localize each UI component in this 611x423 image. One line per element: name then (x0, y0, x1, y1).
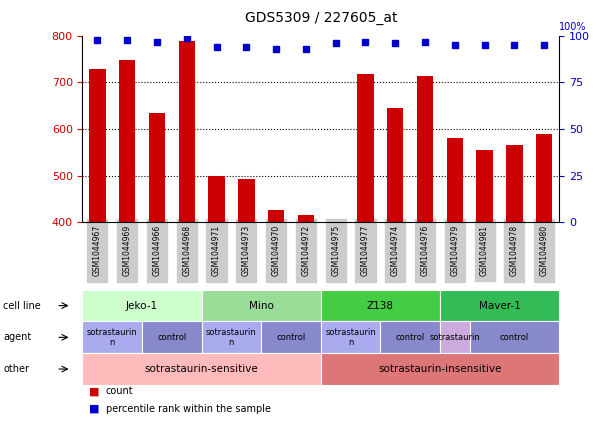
Bar (268, 211, 284, 222)
Text: Mino: Mino (249, 301, 274, 310)
Bar (89, 69, 106, 222)
Text: ■: ■ (89, 404, 99, 414)
Bar (298, 215, 314, 222)
Text: agent: agent (3, 332, 31, 342)
Text: Z138: Z138 (367, 301, 394, 310)
Bar (208, 176, 225, 222)
Text: sotrastaurin
n: sotrastaurin n (325, 328, 376, 347)
Text: other: other (3, 364, 29, 374)
Bar (148, 113, 165, 222)
Text: Jeko-1: Jeko-1 (126, 301, 158, 310)
Text: sotrastaurin-insensitive: sotrastaurin-insensitive (378, 364, 502, 374)
Bar (447, 138, 463, 222)
Text: control: control (276, 333, 306, 342)
Bar (178, 41, 195, 222)
Text: sotrastaurin
n: sotrastaurin n (206, 328, 257, 347)
Text: ■: ■ (89, 386, 99, 396)
Text: control: control (500, 333, 529, 342)
Text: count: count (106, 386, 133, 396)
Bar (417, 76, 433, 222)
Text: Maver-1: Maver-1 (478, 301, 521, 310)
Text: sotrastaurin-sensitive: sotrastaurin-sensitive (145, 364, 258, 374)
Bar (357, 74, 374, 222)
Bar (119, 60, 136, 222)
Text: sotrastaurin
n: sotrastaurin n (87, 328, 137, 347)
Text: cell line: cell line (3, 301, 41, 310)
Bar (506, 146, 522, 222)
Bar (536, 134, 552, 222)
Bar (238, 179, 255, 222)
Text: GDS5309 / 227605_at: GDS5309 / 227605_at (244, 11, 397, 25)
Text: percentile rank within the sample: percentile rank within the sample (106, 404, 271, 414)
Text: sotrastaurin: sotrastaurin (430, 333, 480, 342)
Text: 100%: 100% (559, 22, 587, 32)
Bar (387, 108, 403, 222)
Bar (477, 150, 493, 222)
Text: control: control (157, 333, 186, 342)
Text: control: control (395, 333, 425, 342)
